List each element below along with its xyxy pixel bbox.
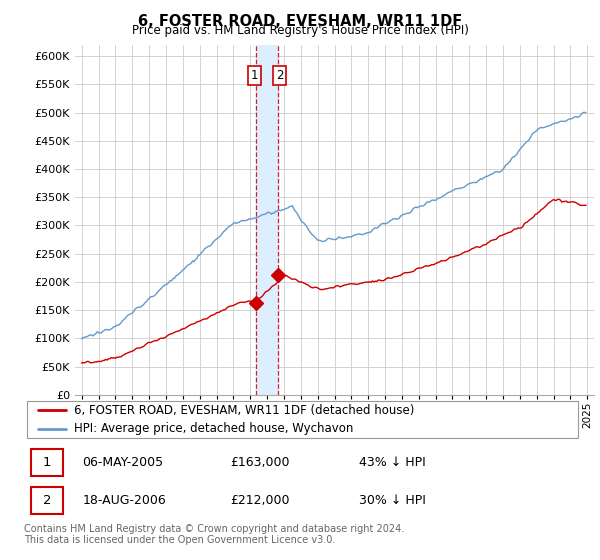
Text: £163,000: £163,000	[230, 456, 290, 469]
Text: £212,000: £212,000	[230, 494, 290, 507]
Text: HPI: Average price, detached house, Wychavon: HPI: Average price, detached house, Wych…	[74, 422, 353, 435]
FancyBboxPatch shape	[27, 401, 578, 438]
FancyBboxPatch shape	[31, 449, 63, 476]
Text: 18-AUG-2006: 18-AUG-2006	[83, 494, 166, 507]
Bar	[256, 45, 278, 395]
Text: Price paid vs. HM Land Registry's House Price Index (HPI): Price paid vs. HM Land Registry's House …	[131, 24, 469, 37]
Text: 06-MAY-2005: 06-MAY-2005	[83, 456, 164, 469]
Text: 1: 1	[251, 69, 259, 82]
Text: 6, FOSTER ROAD, EVESHAM, WR11 1DF (detached house): 6, FOSTER ROAD, EVESHAM, WR11 1DF (detac…	[74, 404, 415, 417]
Text: 2: 2	[43, 494, 51, 507]
FancyBboxPatch shape	[31, 487, 63, 515]
Text: 30% ↓ HPI: 30% ↓ HPI	[359, 494, 425, 507]
Text: Contains HM Land Registry data © Crown copyright and database right 2024.
This d: Contains HM Land Registry data © Crown c…	[24, 524, 404, 545]
Text: 43% ↓ HPI: 43% ↓ HPI	[359, 456, 425, 469]
Text: 6, FOSTER ROAD, EVESHAM, WR11 1DF: 6, FOSTER ROAD, EVESHAM, WR11 1DF	[138, 14, 462, 29]
Text: 1: 1	[43, 456, 51, 469]
Text: 2: 2	[275, 69, 283, 82]
